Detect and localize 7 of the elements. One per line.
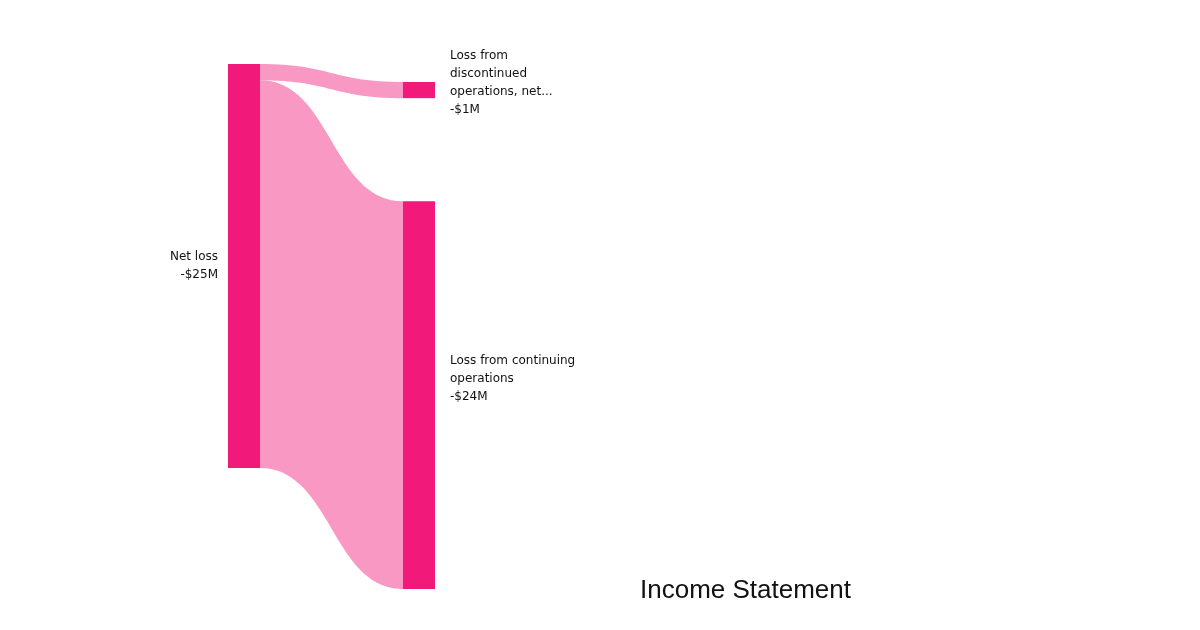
category-label: Loss from continuing operations [450, 353, 576, 386]
data-label: -$24M [450, 389, 488, 404]
data-label: -$1M [450, 102, 480, 117]
category-label: Loss from discontinued operations, net... [450, 48, 553, 99]
category-label: Net loss [169, 249, 218, 264]
data-label: -$25M [180, 267, 218, 282]
text: Income Statement [640, 574, 851, 605]
